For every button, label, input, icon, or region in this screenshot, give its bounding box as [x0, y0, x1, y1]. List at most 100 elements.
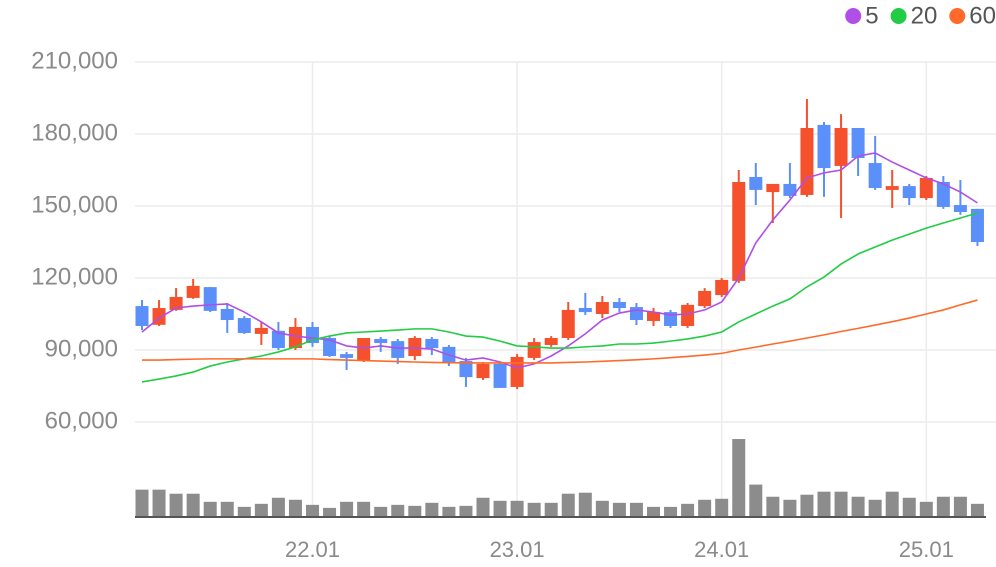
volume-bar	[578, 492, 592, 517]
candle-body	[953, 205, 967, 212]
legend-label: 5	[865, 2, 878, 29]
candle-body	[340, 354, 354, 358]
candle-body	[203, 287, 217, 311]
volume-bar	[953, 496, 967, 517]
volume-bar	[408, 505, 422, 517]
y-tick-label: 210,000	[31, 47, 118, 74]
candle-body	[135, 306, 149, 326]
candle-body	[391, 341, 405, 358]
volume-bar	[612, 502, 626, 517]
volume-bar	[629, 502, 643, 517]
candle-body	[902, 186, 916, 199]
volume-bar	[595, 500, 609, 517]
candle-body	[288, 326, 302, 349]
candle-body	[732, 182, 746, 281]
candle-body	[936, 182, 950, 207]
candle-body	[323, 338, 337, 356]
candle-body	[783, 183, 797, 196]
candle-body	[357, 338, 371, 361]
volume-bar	[800, 494, 814, 517]
candle-body	[476, 363, 490, 379]
x-tick-label: 22.01	[285, 537, 340, 562]
candle-body	[459, 361, 473, 378]
candle-body	[817, 124, 831, 169]
legend-marker	[845, 8, 862, 24]
y-tick-label: 180,000	[31, 119, 118, 146]
volume-bar	[851, 496, 865, 517]
candle-body	[715, 279, 729, 296]
volume-bar	[715, 498, 729, 517]
y-tick-label: 120,000	[31, 263, 118, 290]
volume-bar	[766, 496, 780, 517]
candle-body	[868, 163, 882, 188]
x-tick-label: 23.01	[490, 537, 545, 562]
x-tick-label: 24.01	[694, 537, 749, 562]
y-tick-label: 60,000	[45, 407, 118, 434]
volume-bar	[749, 484, 763, 517]
volume-bar	[544, 502, 558, 517]
y-tick-label: 90,000	[45, 335, 118, 362]
volume-bar	[152, 489, 166, 517]
volume-bar	[970, 503, 984, 517]
ma-line	[141, 212, 978, 383]
volume-bar	[254, 503, 268, 517]
volume-bar	[340, 501, 354, 517]
volume-bar	[391, 504, 405, 517]
volume-bar	[425, 502, 439, 517]
y-tick-label: 150,000	[31, 191, 118, 218]
volume-bar	[919, 501, 933, 517]
volume-bar	[664, 506, 678, 517]
ma-line	[142, 299, 978, 364]
volume-bar	[306, 504, 319, 517]
candle-body	[629, 307, 643, 320]
volume-bar	[902, 497, 916, 517]
legend-label: 20	[911, 2, 938, 29]
candle-body	[510, 356, 524, 387]
x-tick-label: 25.01	[899, 537, 954, 562]
volume-bar	[220, 501, 234, 517]
candle-body	[834, 128, 848, 166]
volume-bar	[323, 507, 337, 517]
candle-body	[186, 285, 200, 298]
candle-body	[408, 338, 422, 356]
ma-line	[141, 152, 978, 369]
volume-bar	[374, 506, 388, 517]
volume-bar	[783, 499, 797, 517]
candle-body	[800, 128, 814, 195]
candle-body	[544, 338, 558, 345]
volume-bar	[698, 499, 712, 517]
candle-body	[254, 327, 268, 334]
volume-bar	[135, 489, 149, 517]
volume-bar	[237, 506, 251, 517]
candle-body	[698, 290, 712, 307]
candle-body	[271, 330, 285, 349]
candle-body	[561, 309, 575, 338]
volume-bar	[459, 505, 473, 517]
volume-bar	[288, 499, 302, 517]
candle-body	[220, 308, 234, 320]
volume-bar	[357, 501, 371, 517]
volume-bar	[493, 500, 507, 517]
volume-bar	[476, 497, 490, 517]
candle-body	[527, 342, 541, 358]
volume-bar	[510, 500, 524, 517]
candle-body	[970, 208, 984, 242]
candle-body	[851, 128, 865, 158]
candle-body	[493, 363, 507, 388]
volume-bar	[817, 491, 831, 517]
candle-body	[169, 296, 183, 310]
legend-label: 60	[969, 2, 996, 29]
volume-bar	[186, 493, 200, 517]
volume-bar	[834, 491, 848, 517]
volume-bar	[647, 506, 660, 517]
candle-body	[681, 304, 695, 326]
candle-body	[612, 302, 626, 308]
volume-bar	[271, 497, 285, 517]
candle-body	[766, 183, 780, 193]
volume-bar	[732, 439, 746, 517]
volume-bar	[527, 502, 541, 517]
volume-bar	[868, 499, 882, 517]
candle-body	[237, 318, 251, 333]
volume-bar	[561, 493, 575, 517]
legend-marker	[890, 8, 907, 24]
